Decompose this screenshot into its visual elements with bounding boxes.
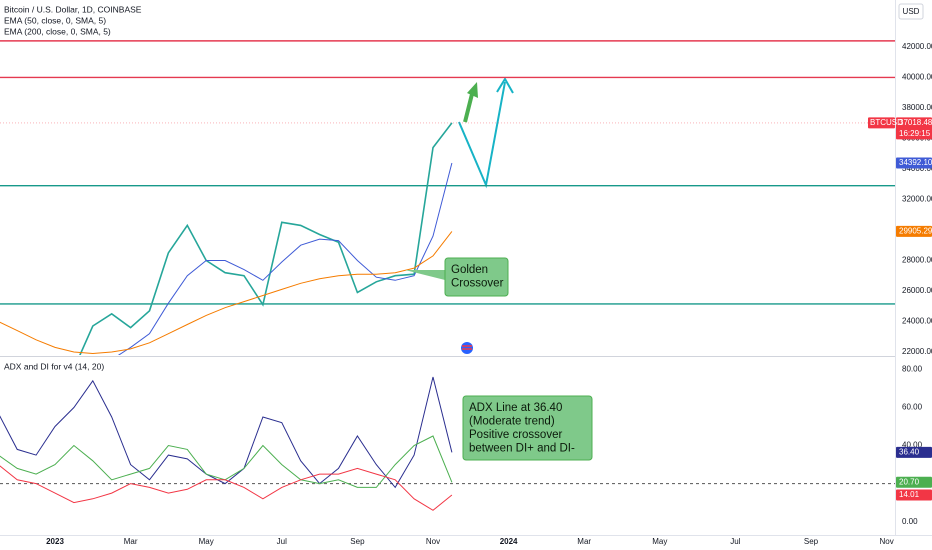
- price-badge-label: 29905.29: [899, 227, 932, 236]
- plot-area: [0, 376, 895, 511]
- chart-title: Bitcoin / U.S. Dollar, 1D, COINBASE: [4, 4, 142, 14]
- y-tick-label: 40.00: [902, 441, 923, 450]
- x-tick-label: 2024: [500, 537, 518, 546]
- series-line: [0, 376, 453, 489]
- y-tick-label: 40000.00: [902, 73, 932, 82]
- indicator-title: ADX and DI for v4 (14, 20): [4, 361, 104, 371]
- projection-arrow: [463, 93, 474, 123]
- event-icon-stripes: [462, 345, 472, 350]
- price-badge-label: 34392.10: [899, 158, 932, 167]
- y-tick-label: 22000.00: [902, 347, 932, 356]
- countdown: 16:29:15: [899, 129, 931, 138]
- annotation-box: [462, 395, 593, 461]
- series-line: [0, 465, 453, 511]
- x-tick-label: Jul: [277, 537, 287, 546]
- annotation-text: between DI+ and DI-: [469, 443, 575, 455]
- currency: USD: [903, 7, 920, 16]
- annotation-text: Crossover: [451, 278, 504, 290]
- x-tick-label: Nov: [426, 537, 440, 546]
- arrow-head: [496, 77, 514, 94]
- price-badge-label: 37018.48: [899, 118, 932, 127]
- series-line: [117, 162, 453, 355]
- price-badge: [896, 446, 932, 458]
- projection-path: [458, 81, 506, 189]
- price-badge: [896, 476, 932, 488]
- price-badge-label: 14.01: [899, 490, 920, 499]
- y-tick-label: 34000.00: [902, 164, 932, 173]
- annotation-text: Positive crossover: [469, 429, 562, 441]
- price-badge-label: 20.70: [899, 477, 920, 486]
- y-tick-label: 38000.00: [902, 103, 932, 112]
- y-tick-label: 0.00: [902, 517, 918, 526]
- price-badge: [896, 489, 932, 501]
- annotation-text: ADX Line at 36.40: [469, 402, 562, 414]
- x-tick-label: 2023: [46, 537, 64, 546]
- annotation-text: Golden: [451, 264, 488, 276]
- y-tick-label: 42000.00: [902, 42, 932, 51]
- y-tick-label: 26000.00: [902, 286, 932, 295]
- x-tick-label: Sep: [350, 537, 365, 546]
- x-tick-label: Mar: [124, 537, 138, 546]
- price-badge: [896, 225, 932, 237]
- annotation-box: [444, 257, 509, 297]
- legend-entry: EMA (200, close, 0, SMA, 5): [4, 26, 111, 36]
- price-badge-label: 36.40: [899, 448, 920, 457]
- y-tick-label: 28000.00: [902, 256, 932, 265]
- y-tick-label: 80.00: [902, 365, 923, 374]
- event-icon: [461, 342, 473, 354]
- series-line: [79, 122, 453, 355]
- x-tick-label: Mar: [577, 537, 591, 546]
- currency-box: [898, 3, 924, 20]
- x-tick-label: Nov: [879, 537, 893, 546]
- price-badge: [896, 157, 932, 169]
- y-tick-label: 60.00: [902, 403, 923, 412]
- y-tick-label: 24000.00: [902, 317, 932, 326]
- symbol-badge: [868, 117, 895, 129]
- x-tick-label: May: [652, 537, 667, 546]
- callout-pointer: [405, 270, 445, 280]
- series-line: [0, 231, 453, 355]
- symbol-label: BTCUSD: [870, 118, 903, 127]
- plot-area: [0, 40, 895, 355]
- annotation-text: (Moderate trend): [469, 416, 555, 428]
- x-tick-label: Jul: [730, 537, 740, 546]
- price-badge: [896, 117, 932, 140]
- x-tick-label: Sep: [804, 537, 819, 546]
- y-tick-label: 32000.00: [902, 195, 932, 204]
- legend-entry: EMA (50, close, 0, SMA, 5): [4, 15, 106, 25]
- x-tick-label: May: [199, 537, 214, 546]
- arrow-head: [467, 82, 478, 98]
